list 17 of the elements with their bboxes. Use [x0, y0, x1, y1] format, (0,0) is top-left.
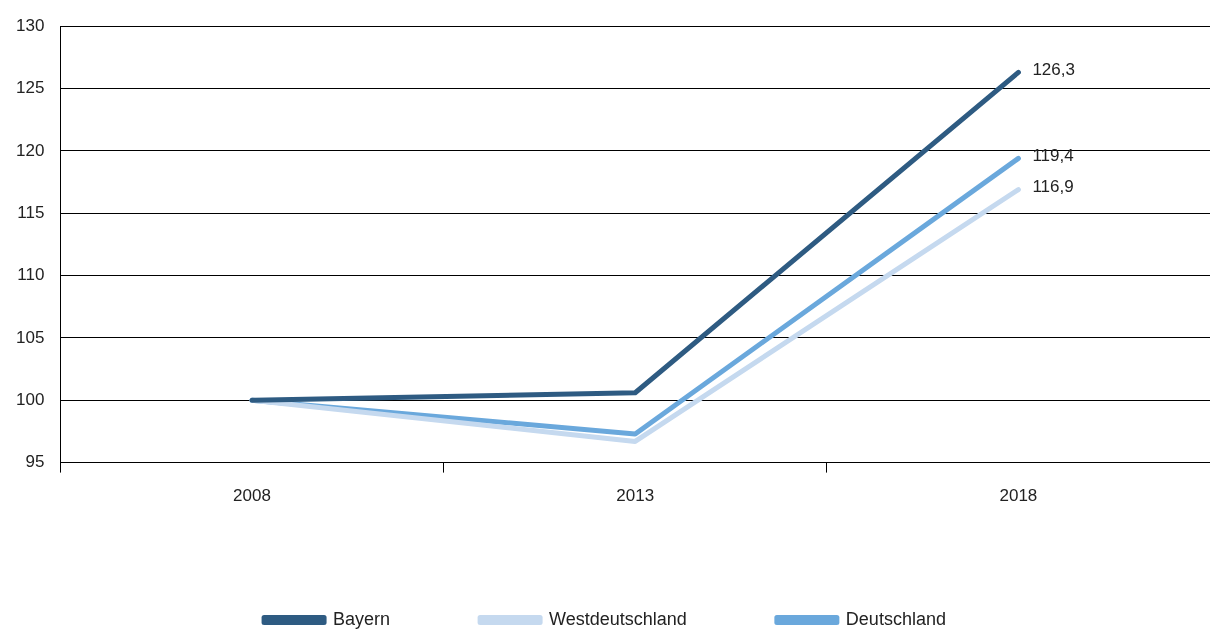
y-tick-label: 110 — [17, 265, 45, 285]
y-tick-label: 95 — [25, 452, 45, 472]
data-label: 126,3 — [1032, 60, 1075, 80]
y-tick-label: 125 — [15, 78, 45, 98]
y-tick-label: 130 — [15, 15, 45, 35]
x-tick-label: 2013 — [616, 486, 655, 506]
x-tick-label: 2018 — [999, 486, 1038, 506]
data-label: 116,9 — [1032, 177, 1074, 197]
legend-label: Westdeutschland — [549, 608, 687, 629]
y-tick-label: 120 — [15, 140, 45, 160]
y-tick-label: 105 — [15, 327, 45, 347]
y-tick-label: 100 — [15, 389, 45, 409]
y-tick-label: 115 — [17, 202, 45, 222]
data-label: 119,4 — [1032, 146, 1074, 166]
legend-label: Deutschland — [845, 608, 946, 629]
x-tick-label: 2008 — [233, 486, 271, 506]
legend-label: Bayern — [333, 608, 391, 629]
